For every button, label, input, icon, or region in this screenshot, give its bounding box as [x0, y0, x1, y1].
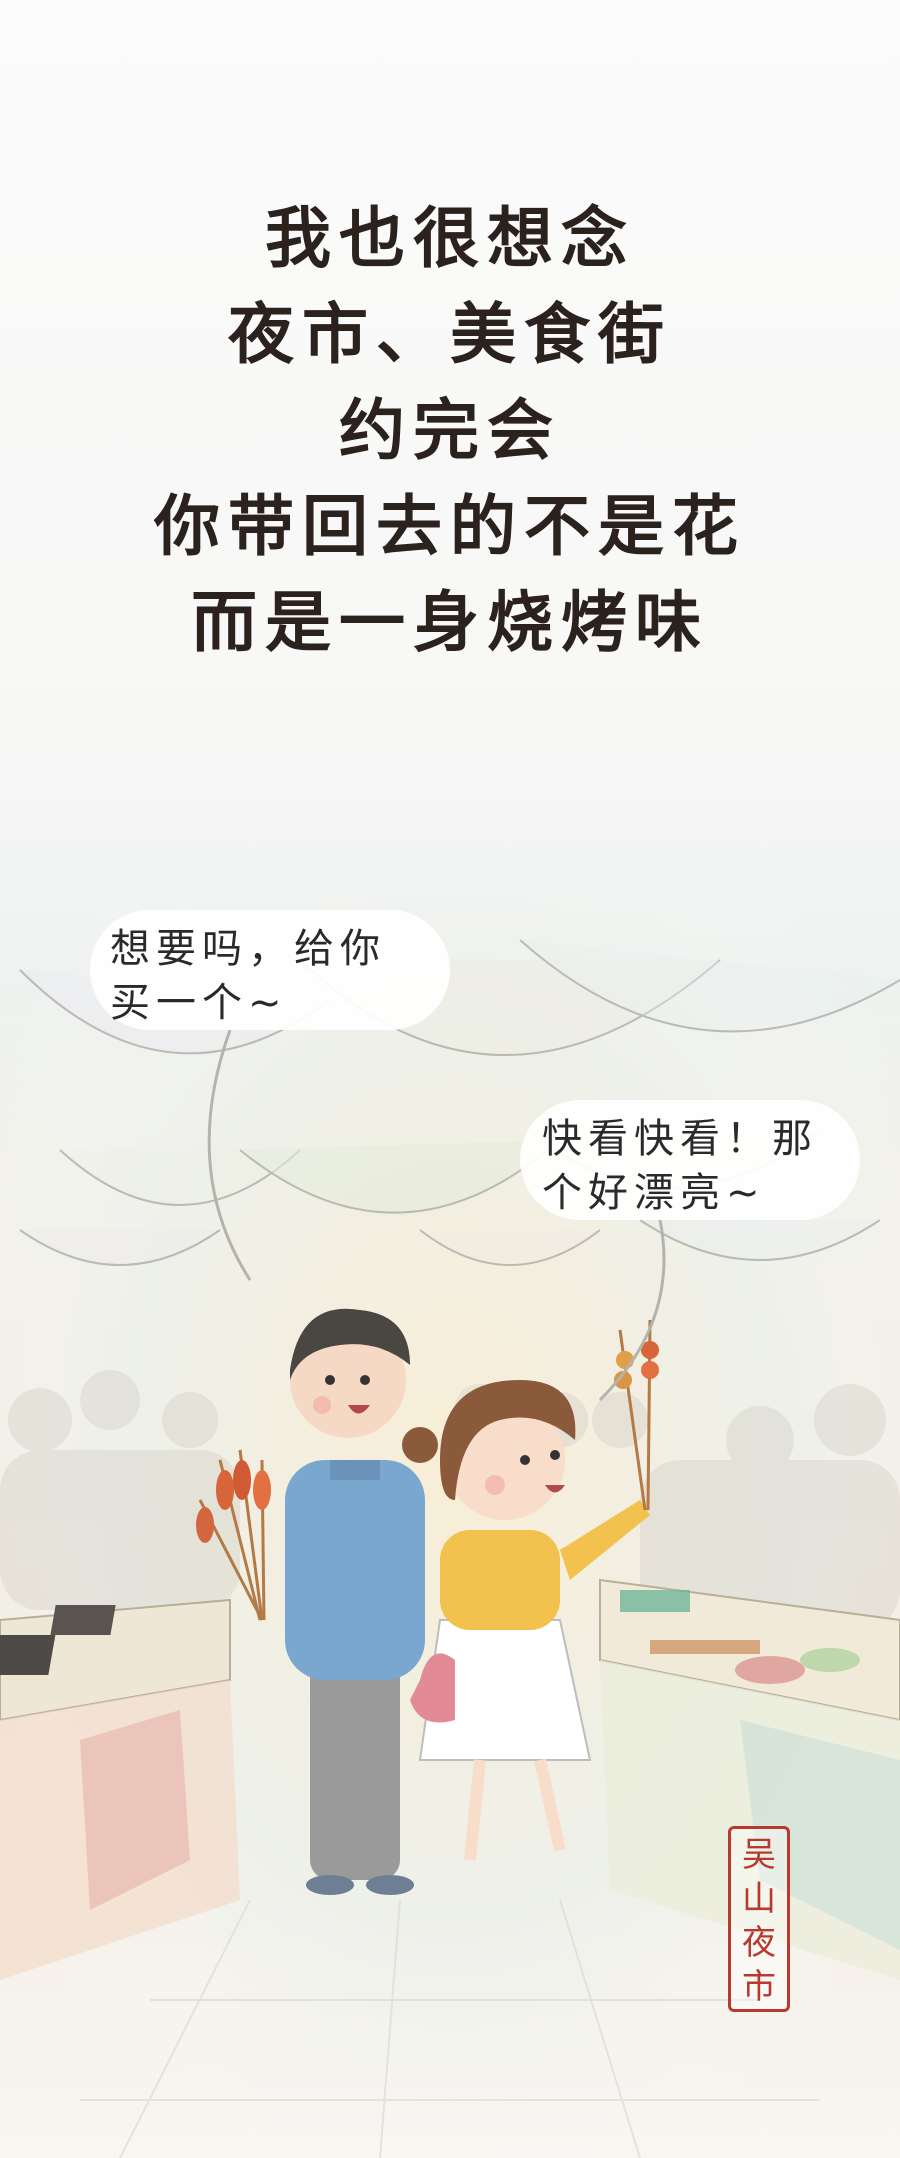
bubble-tail-left [207, 1029, 252, 1281]
man-character [285, 1308, 425, 1895]
skewer-bunch-left [196, 1449, 271, 1621]
food-stall-left [0, 1598, 240, 1980]
poem-line: 而是一身烧烤味 [191, 583, 709, 661]
seal-char: 夜 [742, 1923, 776, 1963]
bubble-tail-right [598, 1219, 666, 1402]
poem-line: 约完会 [339, 391, 561, 469]
poem-line: 你带回去的不是花 [154, 487, 746, 565]
speech-bubble-text: 个好漂亮~ [542, 1170, 766, 1216]
speech-bubble-text: 想要吗，给你 [110, 926, 386, 972]
speech-bubble-text: 买一个~ [110, 980, 288, 1026]
seal-char: 吴 [742, 1835, 776, 1875]
floor-tiles [80, 1899, 820, 2158]
food-stall-right [599, 1578, 900, 1980]
crowd-background [0, 1370, 900, 1630]
red-seal-stamp: 吴 山 夜 市 [728, 1826, 790, 2012]
seal-char: 市 [742, 1967, 776, 2007]
speech-bubble-text: 快看快看！那 [542, 1116, 818, 1162]
woman-character [402, 1319, 659, 1861]
seal-char: 山 [742, 1879, 776, 1919]
poem-line: 夜市、美食街 [228, 295, 672, 373]
poem-text: 我也很想念 夜市、美食街 约完会 你带回去的不是花 而是一身烧烤味 [0, 190, 900, 670]
speech-bubble-man: 想要吗，给你 买一个~ [90, 910, 450, 1030]
night-market-scene: 想要吗，给你 买一个~ 快看快看！那 个好漂亮~ [0, 900, 900, 2158]
speech-bubble-woman: 快看快看！那 个好漂亮~ [520, 1100, 860, 1220]
poem-line: 我也很想念 [265, 199, 635, 277]
